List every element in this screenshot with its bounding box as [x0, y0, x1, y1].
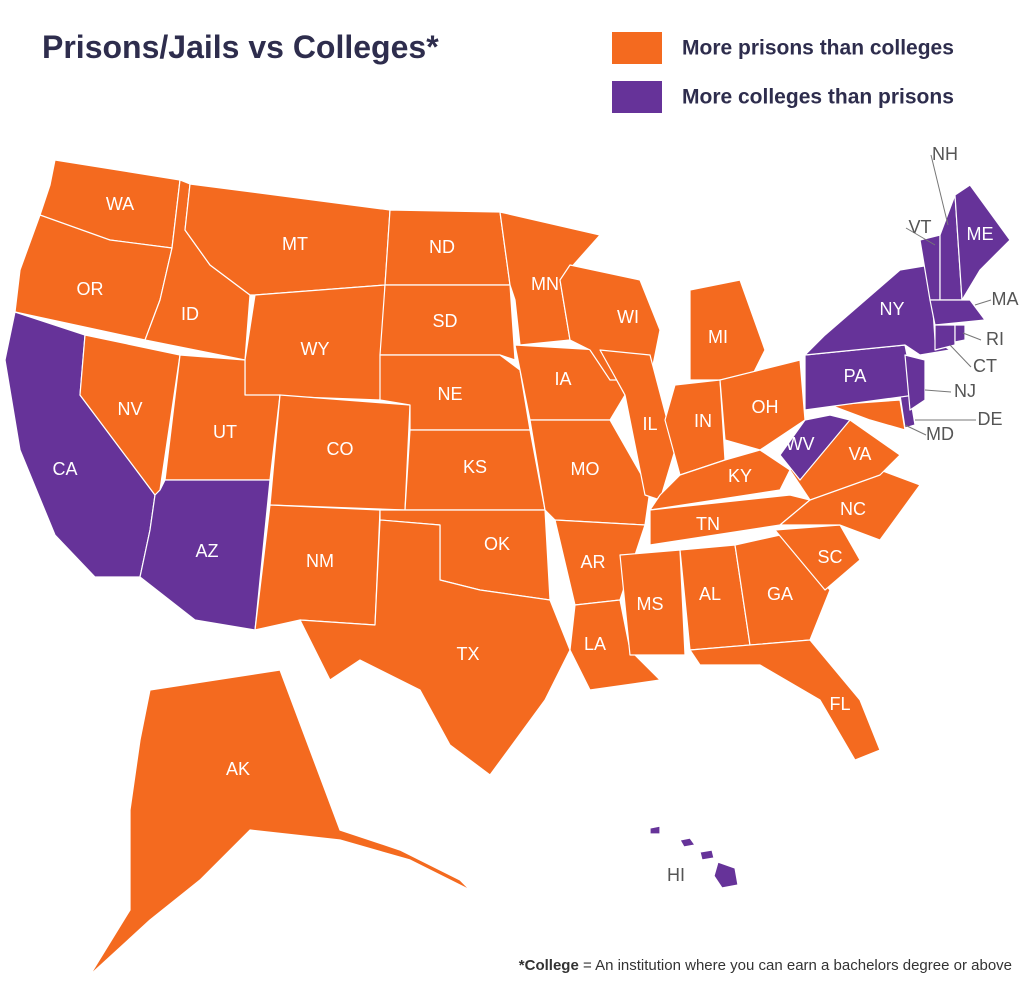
state — [689, 279, 766, 381]
state — [379, 284, 516, 361]
leader-line — [974, 299, 992, 306]
state — [934, 324, 956, 351]
state-label: NV — [117, 399, 142, 419]
state-label: NM — [306, 551, 334, 571]
state-label: CO — [327, 439, 354, 459]
state-label: CT — [973, 356, 997, 376]
state-label: GA — [767, 584, 793, 604]
state-label: IA — [554, 369, 571, 389]
state — [499, 211, 601, 346]
state-label: MO — [571, 459, 600, 479]
state — [954, 324, 966, 343]
state-label: IN — [694, 411, 712, 431]
state-label: MN — [531, 274, 559, 294]
state-label: WY — [301, 339, 330, 359]
legend-label: More colleges than prisons — [682, 86, 954, 109]
state — [779, 414, 851, 481]
legend-swatch — [612, 32, 662, 64]
state-label: AZ — [195, 541, 218, 561]
footnote-term: *College — [519, 957, 579, 974]
leader-line — [962, 332, 982, 341]
state — [904, 354, 926, 411]
state — [139, 479, 271, 631]
leader-line — [949, 344, 972, 368]
state-label: LA — [584, 634, 606, 654]
state-label: KY — [728, 466, 752, 486]
state — [89, 669, 471, 976]
state-label: FL — [829, 694, 850, 714]
state-label: TX — [456, 644, 479, 664]
state — [929, 299, 986, 326]
state-label: VT — [908, 217, 931, 237]
state-label: AR — [580, 552, 605, 572]
state-label: UT — [213, 422, 237, 442]
state-label: DE — [977, 409, 1002, 429]
state-label: MI — [708, 327, 728, 347]
state-label: MS — [637, 594, 664, 614]
state — [829, 399, 906, 431]
state-label: NE — [437, 384, 462, 404]
state-label: OH — [752, 397, 779, 417]
state-label: CA — [52, 459, 77, 479]
us-map — [4, 159, 1011, 976]
title: Prisons/Jails vs Colleges* — [42, 29, 439, 65]
state-label: NY — [879, 299, 904, 319]
state-label: WI — [617, 307, 639, 327]
legend-swatch — [612, 81, 662, 113]
state — [619, 549, 686, 656]
state — [954, 184, 1011, 301]
state-label: NJ — [954, 381, 976, 401]
state-label: MA — [992, 289, 1019, 309]
state — [774, 524, 861, 591]
leader-line — [924, 389, 952, 393]
state-label: HI — [667, 865, 685, 885]
state-label: AL — [699, 584, 721, 604]
state-label: NC — [840, 499, 866, 519]
footnote: *College = An institution where you can … — [519, 957, 1012, 974]
state — [559, 264, 661, 381]
state-label: MT — [282, 234, 308, 254]
state-label: VA — [849, 444, 872, 464]
state-label: AK — [226, 759, 250, 779]
state-label: IL — [642, 414, 657, 434]
leader-line — [905, 227, 936, 246]
state-label: WA — [106, 194, 134, 214]
state-label: OR — [77, 279, 104, 299]
state-label: ND — [429, 237, 455, 257]
state-label: KS — [463, 457, 487, 477]
state-label: SC — [817, 547, 842, 567]
state-labels: WA OR CA ID NV MT WY UT AZ CO NM ND SD NE KS OK TX MN IA MO… — [52, 144, 1018, 885]
state — [719, 359, 806, 451]
state-label: NH — [932, 144, 958, 164]
state — [734, 534, 831, 646]
state-label: ID — [181, 304, 199, 324]
state-label: ME — [967, 224, 994, 244]
state-label: PA — [844, 366, 867, 386]
state-label: WV — [786, 434, 815, 454]
state-label: RI — [986, 329, 1004, 349]
state-label: SD — [432, 311, 457, 331]
state-label: OK — [484, 534, 510, 554]
leader-line — [930, 154, 949, 226]
state — [804, 264, 951, 356]
state — [689, 639, 881, 761]
state-label: TN — [696, 514, 720, 534]
legend-label: More prisons than colleges — [682, 37, 954, 60]
leader-line — [904, 424, 927, 436]
state — [649, 825, 739, 889]
state — [649, 449, 791, 511]
legend: More prisons than colleges More colleges … — [612, 32, 954, 113]
state-label: MD — [926, 424, 954, 444]
footnote-text: = An institution where you can earn a ba… — [583, 957, 1012, 974]
state — [569, 599, 661, 691]
